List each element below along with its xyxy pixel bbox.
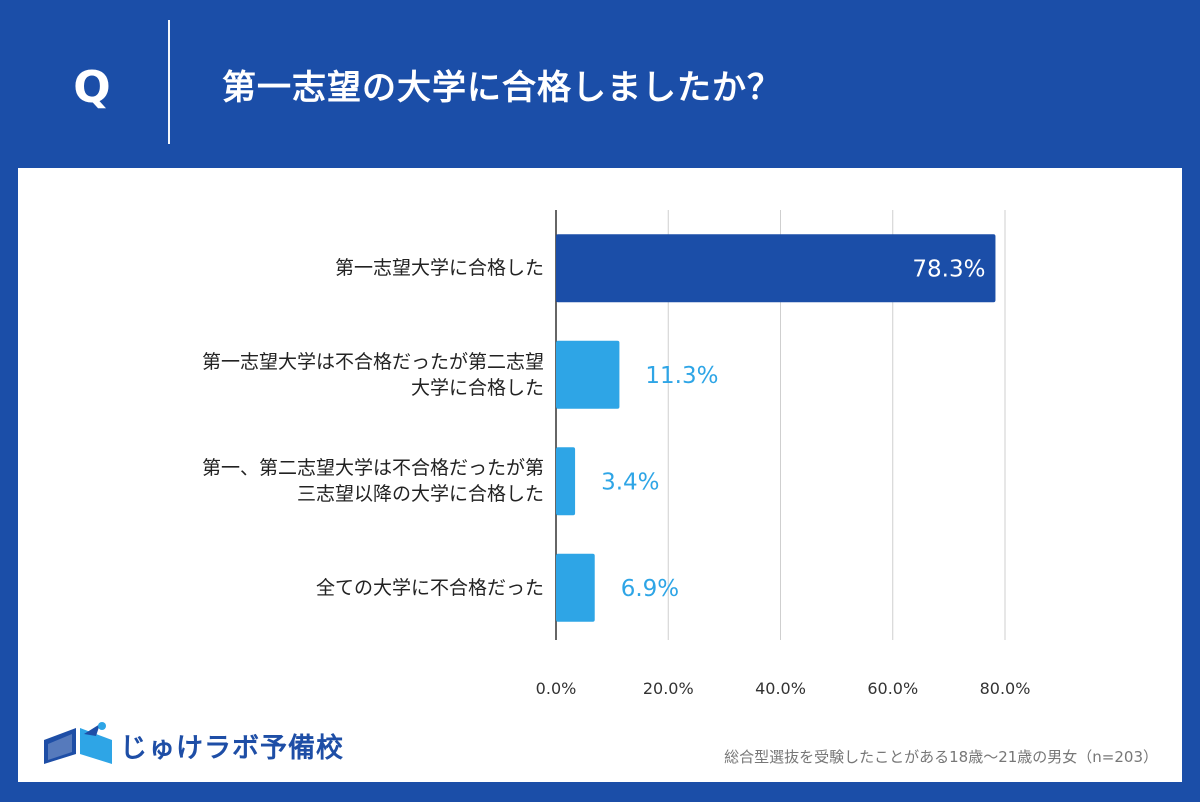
- category-label-line: 全ての大学に不合格だった: [315, 576, 544, 599]
- category-label-line: 大学に合格した: [410, 376, 544, 399]
- value-label: 3.4%: [601, 469, 659, 495]
- logo: じゅけラボ予備校: [38, 720, 343, 770]
- category-label: 全ての大学に不合格だった: [24, 575, 544, 601]
- bar: [556, 340, 620, 409]
- bar: [556, 234, 996, 303]
- category-label-line: 第一志望大学に合格した: [334, 257, 544, 280]
- header-divider: [168, 20, 170, 144]
- chart-panel: 0.0% 20.0% 40.0% 60.0% 80.0% 78.3% 11.3% 3.4% 6.…: [18, 168, 1182, 782]
- value-label: 78.3%: [912, 256, 985, 282]
- x-tick-label: 0.0%: [536, 679, 577, 698]
- x-tick-label: 60.0%: [867, 679, 918, 698]
- bar: [556, 447, 576, 516]
- question-header: Q 第一志望の大学に合格しましたか？: [0, 0, 1200, 168]
- bar: [556, 553, 595, 622]
- category-label: 第一志望大学は不合格だったが第二志望大学に合格した: [24, 349, 544, 401]
- category-label-line: 三志望以降の大学に合格した: [296, 483, 544, 506]
- value-label: 6.9%: [621, 576, 679, 602]
- category-label-line: 第一、第二志望大学は不合格だったが第: [201, 457, 544, 480]
- sample-note: 総合型選抜を受験したことがある18歳〜21歳の男女（n=203）: [724, 748, 1158, 766]
- x-tick-label: 80.0%: [980, 679, 1031, 698]
- value-label: 11.3%: [645, 363, 718, 389]
- logo-text: じゅけラボ予備校: [120, 733, 344, 764]
- question-title: 第一志望の大学に合格しましたか？: [222, 68, 782, 108]
- book-icon: [44, 722, 112, 764]
- bar-chart: 0.0% 20.0% 40.0% 60.0% 80.0% 78.3% 11.3% 3.4% 6.…: [536, 210, 1031, 698]
- x-tick-label: 40.0%: [755, 679, 806, 698]
- category-label-line: 第一志望大学は不合格だったが第二志望: [201, 350, 544, 373]
- category-label: 第一志望大学に合格した: [24, 255, 544, 281]
- x-tick-label: 20.0%: [643, 679, 694, 698]
- category-label: 第一、第二志望大学は不合格だったが第三志望以降の大学に合格した: [24, 455, 544, 507]
- question-mark-label: Q: [73, 62, 111, 113]
